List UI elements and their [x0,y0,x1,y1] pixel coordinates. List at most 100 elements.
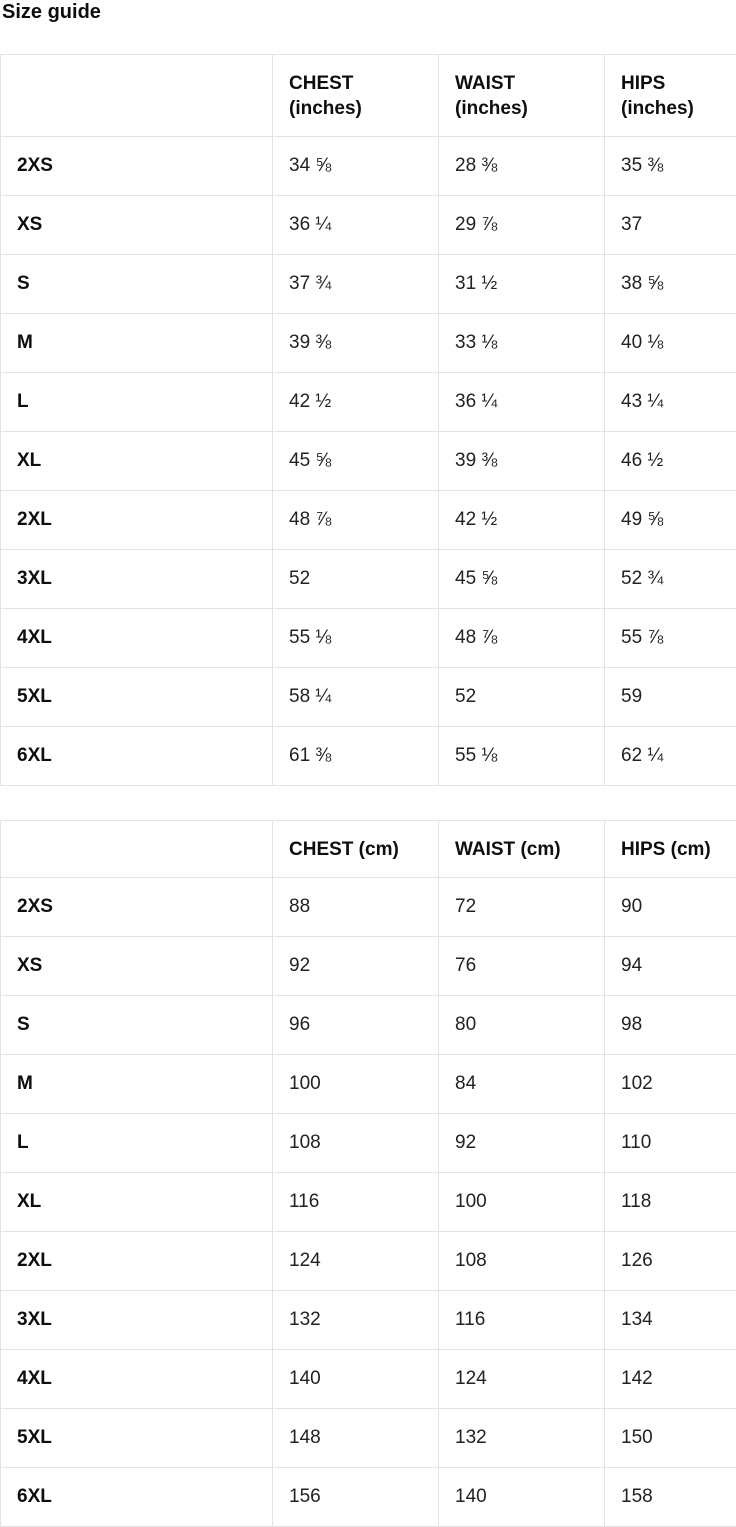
chest-value-cell: 34 ⅝ [273,137,439,196]
chest-value-cell: 52 [273,550,439,609]
waist-value-cell: 80 [439,996,605,1055]
chest-value-cell: 39 ⅜ [273,314,439,373]
waist-value-cell: 124 [439,1350,605,1409]
hips-value-cell: 126 [605,1232,736,1291]
hips-value-cell: 90 [605,878,736,937]
hips-value-cell: 98 [605,996,736,1055]
column-header: WAIST (inches) [439,55,605,137]
waist-value-cell: 108 [439,1232,605,1291]
header-row: CHEST (inches)WAIST (inches)HIPS (inches… [1,55,736,137]
hips-value-cell: 38 ⅝ [605,255,736,314]
hips-value-cell: 62 ¼ [605,727,736,786]
chest-value-cell: 37 ¾ [273,255,439,314]
waist-value-cell: 72 [439,878,605,937]
size-label-cell: M [1,314,273,373]
chest-value-cell: 148 [273,1409,439,1468]
size-label-cell: L [1,373,273,432]
chest-value-cell: 132 [273,1291,439,1350]
size-label-cell: XS [1,196,273,255]
hips-value-cell: 46 ½ [605,432,736,491]
hips-value-cell: 40 ⅛ [605,314,736,373]
chest-value-cell: 55 ⅛ [273,609,439,668]
column-header: CHEST (cm) [273,821,439,878]
size-label-cell: 5XL [1,1409,273,1468]
chest-value-cell: 140 [273,1350,439,1409]
hips-value-cell: 43 ¼ [605,373,736,432]
waist-value-cell: 52 [439,668,605,727]
hips-value-cell: 118 [605,1173,736,1232]
waist-value-cell: 100 [439,1173,605,1232]
size-label-cell: 5XL [1,668,273,727]
hips-value-cell: 158 [605,1468,736,1527]
size-label-cell: 2XL [1,1232,273,1291]
waist-value-cell: 29 ⅞ [439,196,605,255]
size-label-cell: M [1,1055,273,1114]
chest-value-cell: 108 [273,1114,439,1173]
chest-value-cell: 116 [273,1173,439,1232]
chest-value-cell: 92 [273,937,439,996]
corner-header-cell [1,55,273,137]
hips-value-cell: 102 [605,1055,736,1114]
chest-value-cell: 42 ½ [273,373,439,432]
corner-header-cell [1,821,273,878]
waist-value-cell: 33 ⅛ [439,314,605,373]
waist-value-cell: 76 [439,937,605,996]
waist-value-cell: 140 [439,1468,605,1527]
chest-value-cell: 100 [273,1055,439,1114]
hips-value-cell: 49 ⅝ [605,491,736,550]
waist-value-cell: 92 [439,1114,605,1173]
size-label-cell: 2XS [1,137,273,196]
hips-value-cell: 110 [605,1114,736,1173]
table-header-inches: CHEST (inches)WAIST (inches)HIPS (inches… [1,55,736,137]
hips-value-cell: 59 [605,668,736,727]
chest-value-cell: 61 ⅜ [273,727,439,786]
size-label-cell: 3XL [1,550,273,609]
table-header-cm: CHEST (cm)WAIST (cm)HIPS (cm) [1,821,736,878]
waist-value-cell: 45 ⅝ [439,550,605,609]
size-label-cell: 2XS [1,878,273,937]
size-label-cell: S [1,255,273,314]
waist-value-cell: 39 ⅜ [439,432,605,491]
waist-value-cell: 42 ½ [439,491,605,550]
size-label-cell: 2XL [1,491,273,550]
waist-value-cell: 48 ⅞ [439,609,605,668]
chest-value-cell: 88 [273,878,439,937]
page-title: Size guide [2,1,736,24]
chest-value-cell: 45 ⅝ [273,432,439,491]
hips-value-cell: 94 [605,937,736,996]
size-label-cell: L [1,1114,273,1173]
hips-value-cell: 52 ¾ [605,550,736,609]
waist-value-cell: 36 ¼ [439,373,605,432]
size-label-cell: 4XL [1,609,273,668]
size-label-cell: XL [1,432,273,491]
waist-value-cell: 84 [439,1055,605,1114]
hips-value-cell: 142 [605,1350,736,1409]
waist-value-cell: 55 ⅛ [439,727,605,786]
hips-value-cell: 37 [605,196,736,255]
header-row: CHEST (cm)WAIST (cm)HIPS (cm) [1,821,736,878]
column-header: HIPS (cm) [605,821,736,878]
waist-value-cell: 116 [439,1291,605,1350]
chest-value-cell: 58 ¼ [273,668,439,727]
chest-value-cell: 156 [273,1468,439,1527]
size-label-cell: 3XL [1,1291,273,1350]
